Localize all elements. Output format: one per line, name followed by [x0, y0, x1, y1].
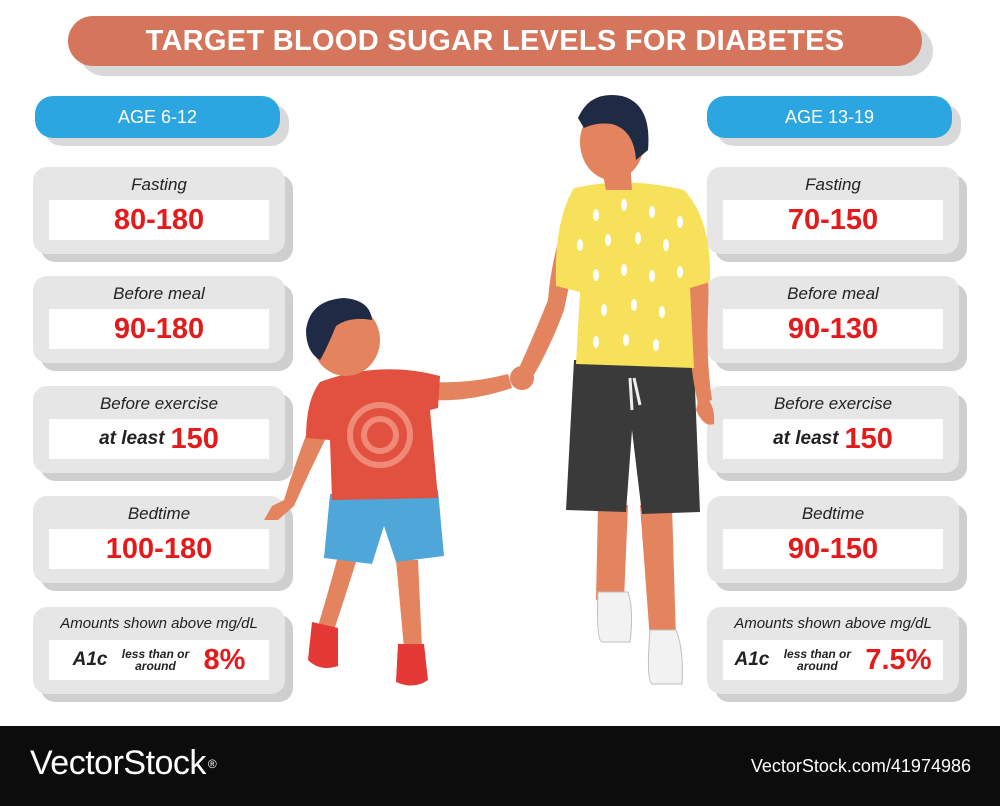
card-value: at least 150 [49, 419, 269, 459]
age-header-right: AGE 13-19 [707, 96, 952, 138]
card-value: 80-180 [49, 200, 269, 240]
a1c-label: A1c [734, 649, 770, 670]
source-url: VectorStock.com/41974986 [750, 756, 971, 776]
registered-icon: ® [207, 756, 217, 771]
value-number: 150 [844, 422, 893, 455]
card-value: at least 150 [723, 419, 943, 459]
card-value: 90-150 [723, 529, 943, 569]
card-bedtime-left: Bedtime 100-180 [33, 496, 293, 591]
father-son-illustration [264, 94, 715, 686]
card-label: Before exercise [773, 394, 893, 413]
a1c-note: Amounts shown above mg/dL [734, 615, 932, 632]
value-number: 150 [170, 422, 219, 455]
a1c-qualifier: less than or around [121, 647, 190, 673]
card-label: Before meal [113, 284, 205, 303]
card-label: Before meal [787, 284, 879, 303]
a1c-value: 7.5% [865, 643, 932, 676]
card-label: Bedtime [127, 504, 191, 523]
card-value: 70-150 [723, 200, 943, 240]
age-header-left: AGE 6-12 [35, 96, 280, 138]
card-label: Before exercise [99, 394, 219, 413]
card-a1c-right: Amounts shown above mg/dL A1c less than … [707, 607, 967, 702]
card-before-meal-left: Before meal 90-180 [33, 276, 293, 371]
brand-logo: VectorStock ® [30, 744, 217, 783]
value-prefix: at least [99, 428, 165, 449]
brand-name: VectorStock [30, 744, 206, 782]
boy-figure [264, 298, 534, 686]
a1c-qualifier: less than or around [783, 647, 852, 673]
card-fasting-left: Fasting 80-180 [33, 167, 293, 262]
a1c-note: Amounts shown above mg/dL [60, 615, 258, 632]
card-label: Fasting [131, 175, 187, 194]
card-value: 90-130 [723, 309, 943, 349]
father-figure [518, 94, 715, 685]
card-value: 90-180 [49, 309, 269, 349]
a1c-value: 8% [203, 643, 246, 676]
card-before-exercise-right: Before exercise at least 150 [707, 386, 967, 481]
card-a1c-left: Amounts shown above mg/dL A1c less than … [33, 607, 293, 702]
card-before-meal-right: Before meal 90-130 [707, 276, 967, 371]
value-prefix: at least [773, 428, 839, 449]
footer-bar: VectorStock ® VectorStock.com/41974986 [0, 726, 1000, 806]
page-title: TARGET BLOOD SUGAR LEVELS FOR DIABETES [68, 16, 922, 66]
card-label: Bedtime [801, 504, 865, 523]
card-fasting-right: Fasting 70-150 [707, 167, 967, 262]
a1c-label: A1c [72, 649, 108, 670]
card-bedtime-right: Bedtime 90-150 [707, 496, 967, 591]
card-before-exercise-left: Before exercise at least 150 [33, 386, 293, 481]
card-label: Fasting [805, 175, 861, 194]
card-value: 100-180 [49, 529, 269, 569]
